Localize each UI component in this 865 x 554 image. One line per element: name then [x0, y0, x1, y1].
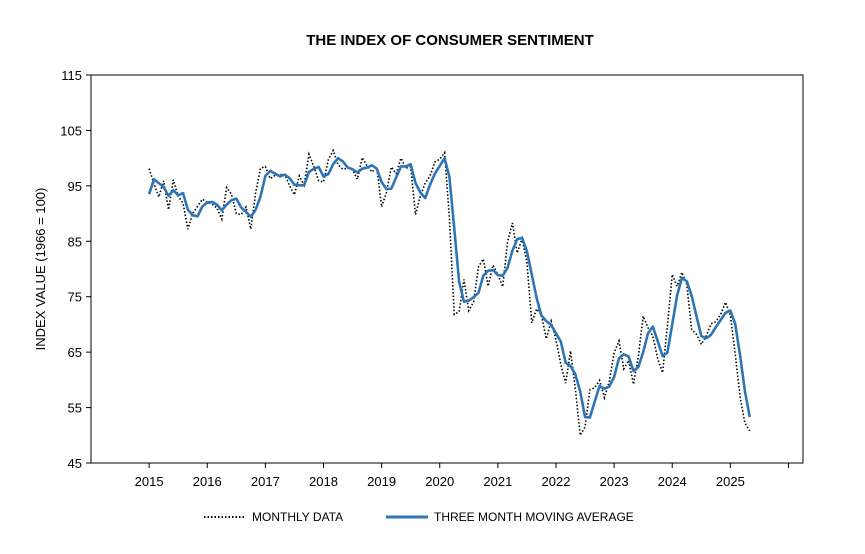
- y-tick-label: 85: [68, 234, 82, 249]
- y-axis-label: INDEX VALUE (1966 = 100): [33, 188, 48, 351]
- x-tick-label: 2018: [309, 474, 338, 489]
- x-tick-label: 2017: [251, 474, 280, 489]
- plot-area: [90, 74, 804, 464]
- y-tick-label: 105: [60, 123, 82, 138]
- y-tick-label: 115: [61, 68, 82, 83]
- x-tick-label: 2020: [425, 474, 454, 489]
- series-lines: [147, 148, 751, 438]
- x-tick-label: 2025: [716, 474, 745, 489]
- y-tick-label: 75: [68, 290, 82, 305]
- y-tick-label: 95: [68, 179, 82, 194]
- x-tick-label: 2023: [600, 474, 629, 489]
- y-tick-label: 65: [68, 345, 82, 360]
- x-axis: 2015 2016 2017 2018 2019 2020 2021 2022 2023 2024…: [135, 463, 789, 489]
- x-tick-label: 2022: [542, 474, 571, 489]
- x-tick-label: 2016: [193, 474, 222, 489]
- legend-label-average: THREE MONTH MOVING AVERAGE: [434, 510, 634, 524]
- x-tick-label: 2024: [658, 474, 687, 489]
- x-tick-label: 2021: [483, 474, 512, 489]
- y-axis: 45 55 65 75 85 95 105 115: [60, 68, 91, 471]
- chart-title: THE INDEX OF CONSUMER SENTIMENT: [306, 32, 594, 49]
- y-tick-label: 45: [68, 456, 82, 471]
- legend: MONTHLY DATA THREE MONTH MOVING AVERAGE: [204, 510, 634, 524]
- x-tick-label: 2019: [367, 474, 396, 489]
- moving-average-line: [147, 156, 751, 419]
- legend-label-monthly: MONTHLY DATA: [252, 510, 343, 524]
- y-tick-label: 55: [68, 401, 82, 416]
- x-tick-label: 2015: [135, 474, 164, 489]
